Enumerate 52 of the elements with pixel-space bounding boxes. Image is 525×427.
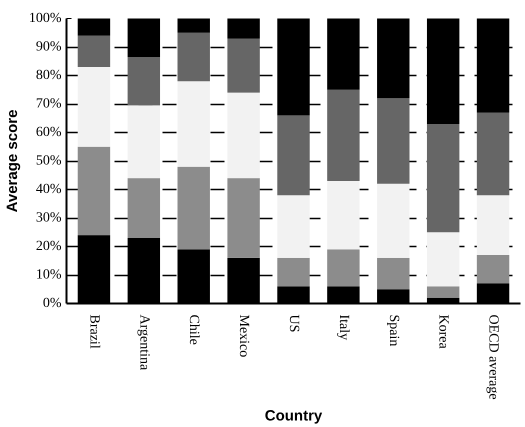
bar [377,258,410,290]
bar [377,184,410,258]
bar [178,32,210,82]
y-tick-label: 40% [36,182,62,197]
y-tick-label: 10% [36,268,62,282]
bar [277,258,310,286]
bar [227,178,260,258]
bar [277,195,310,258]
bar [426,232,460,286]
x-tick-label: Spain [386,314,401,346]
y-axis-title: Average score [4,110,21,212]
bar [78,146,110,236]
x-tick-label: Mexico [236,314,252,358]
y-tick-label: 60% [36,125,62,140]
bar [327,90,360,181]
x-axis-title: Country [264,408,323,425]
x-tick-label: US [286,314,301,332]
bar [277,115,310,196]
x-tick-label: Brazil [86,314,102,349]
y-tick-label: 90% [36,40,62,54]
bar [178,81,210,167]
x-tick-label: Italy [336,314,351,340]
bar [128,178,160,238]
bar [178,18,210,33]
y-tick-label: 70% [36,96,62,112]
x-tick-label: Chile [186,314,202,345]
bar [426,124,460,232]
bar [476,255,510,284]
y-tick-label: 80% [36,68,62,83]
bar [476,195,510,256]
y-tick-label: 0% [42,296,62,311]
bar [128,56,160,106]
x-tick-label: Korea [436,314,451,350]
bar [78,66,110,147]
bar [227,38,260,93]
bar [78,36,110,67]
bar [476,112,510,196]
y-tick-label: 50% [36,154,62,168]
bar [377,98,410,184]
bar [426,286,460,298]
bar [128,105,160,178]
bar [227,18,260,38]
bar [78,18,110,36]
x-tick-label: OECD average [486,314,501,400]
bar [327,249,360,286]
bar [178,166,210,250]
y-tick-label: 30% [36,210,62,226]
x-tick-label: Argentina [136,314,152,372]
y-tick-label: 20% [36,239,62,254]
bar [327,180,360,250]
bar [227,92,260,178]
y-tick-label: 100% [28,11,62,26]
